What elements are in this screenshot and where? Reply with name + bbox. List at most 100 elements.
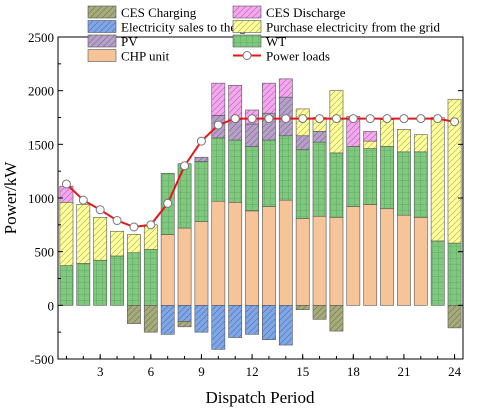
bar-ces-charging-5 <box>127 305 141 324</box>
bar-wt-1 <box>59 265 74 306</box>
x-tick-label: 3 <box>97 364 104 379</box>
bar-electricity-sales-to-the-grid-7 <box>160 305 175 335</box>
legend-item-electricity-sales-to-the-grid: Electricity sales to the grid <box>87 20 261 35</box>
bar-wt-24 <box>447 242 462 306</box>
power-loads-point-19 <box>365 114 375 124</box>
bar-wt-2 <box>76 263 91 306</box>
y-tick-label: 2000 <box>28 84 54 99</box>
legend-swatch <box>232 34 262 48</box>
power-loads-line <box>65 117 455 229</box>
bar-wt-9 <box>194 161 209 222</box>
bar-chp-unit-12 <box>245 210 259 306</box>
bar-wt-6 <box>143 249 158 306</box>
bar-pv-12 <box>245 123 259 147</box>
bar-chp-unit-21 <box>397 214 411 306</box>
bar-ces-charging-15 <box>295 305 310 310</box>
y-tick-label: 1500 <box>28 137 54 152</box>
bar-wt-8 <box>177 163 192 229</box>
bar-purchase-electricity-from-the-grid-21 <box>397 129 411 153</box>
bar-purchase-electricity-from-the-grid-19 <box>363 140 378 149</box>
load-line-layer <box>61 114 460 232</box>
legend-label: CHP unit <box>121 49 170 64</box>
x-axis-label: Dispatch Period <box>205 388 315 407</box>
legend-label: CES Charging <box>121 5 197 20</box>
bar-wt-15 <box>295 149 310 219</box>
legend-label: WT <box>266 34 286 49</box>
power-loads-point-13 <box>264 114 274 124</box>
bar-pv-9 <box>194 156 209 162</box>
power-loads-point-16 <box>315 114 325 124</box>
power-loads-point-17 <box>331 114 341 124</box>
x-tick-label: 18 <box>347 364 360 379</box>
power-loads-point-22 <box>416 114 426 124</box>
bar-purchase-electricity-from-the-grid-1 <box>59 201 74 266</box>
bar-purchase-electricity-from-the-grid-5 <box>127 234 141 254</box>
legend: CES Charging CES Discharge Electricity sal… <box>87 5 440 64</box>
bar-chp-unit-8 <box>177 227 192 306</box>
bar-chp-unit-10 <box>211 200 226 306</box>
bar-electricity-sales-to-the-grid-9 <box>194 305 209 333</box>
power-loads-point-2 <box>78 195 88 205</box>
power-loads-point-9 <box>196 136 206 146</box>
power-loads-point-23 <box>433 114 443 124</box>
power-loads-point-21 <box>399 114 409 124</box>
x-tick-label: 6 <box>148 364 155 379</box>
y-axis-label: Power/kW <box>1 161 20 235</box>
bar-wt-10 <box>211 137 226 202</box>
power-loads-point-12 <box>247 114 257 124</box>
legend-swatch <box>232 20 262 33</box>
bar-ces-discharge-10 <box>211 82 226 116</box>
x-tick-label: 24 <box>448 364 462 379</box>
power-loads-point-11 <box>230 114 240 124</box>
power-loads-point-6 <box>146 220 156 230</box>
bar-electricity-sales-to-the-grid-10 <box>211 305 226 350</box>
bar-chp-unit-14 <box>278 199 293 306</box>
bar-chp-unit-18 <box>346 206 361 306</box>
bar-layer <box>59 78 462 350</box>
legend-item-ces-charging: CES Charging <box>87 5 197 20</box>
power-loads-point-24 <box>450 117 460 127</box>
legend-item-chp-unit: CHP unit <box>87 49 170 64</box>
bar-chp-unit-16 <box>312 215 327 306</box>
power-loads-point-8 <box>180 161 190 171</box>
bar-chp-unit-19 <box>363 204 378 306</box>
legend-item-purchase-electricity-from-the-grid: Purchase electricity from the grid <box>232 20 440 35</box>
legend-item-pv: PV <box>87 34 138 49</box>
bar-ces-discharge-13 <box>262 82 276 114</box>
legend-item-wt: WT <box>232 34 286 49</box>
legend-swatch <box>87 20 117 33</box>
legend-swatch <box>232 5 262 19</box>
legend-label: Purchase electricity from the grid <box>266 20 440 35</box>
bar-electricity-sales-to-the-grid-11 <box>228 305 243 338</box>
x-tick-label: 12 <box>246 364 259 379</box>
bar-electricity-sales-to-the-grid-14 <box>278 305 293 346</box>
legend-label: Electricity sales to the grid <box>121 20 261 35</box>
bar-wt-17 <box>329 152 344 218</box>
bar-chp-unit-22 <box>413 217 428 306</box>
legend-item-power-loads: Power loads <box>233 49 330 64</box>
legend-marker <box>242 51 252 60</box>
bar-wt-21 <box>397 151 411 216</box>
bar-chp-unit-20 <box>380 208 394 306</box>
power-loads-point-1 <box>61 179 71 189</box>
legend-label: CES Discharge <box>266 5 346 20</box>
bar-ces-discharge-14 <box>278 78 293 98</box>
bar-purchase-electricity-from-the-grid-20 <box>380 119 394 147</box>
bar-wt-23 <box>430 240 445 306</box>
bar-chp-unit-15 <box>295 218 310 306</box>
bar-wt-20 <box>380 146 394 210</box>
bar-chp-unit-9 <box>194 221 209 306</box>
bar-purchase-electricity-from-the-grid-23 <box>430 117 445 242</box>
bar-wt-5 <box>127 252 141 306</box>
bar-purchase-electricity-from-the-grid-22 <box>413 134 428 153</box>
bar-chp-unit-17 <box>329 217 344 306</box>
bar-chp-unit-7 <box>160 234 175 306</box>
axes-layer: -500 0 500 1000 1500 2000 2500 3 6 9 12 15 18 21 24 <box>28 30 463 379</box>
x-tick-label: 9 <box>198 364 205 379</box>
power-loads-point-4 <box>112 216 122 226</box>
bar-chp-unit-13 <box>262 206 276 306</box>
power-loads-point-5 <box>129 222 139 232</box>
y-tick-label: -500 <box>30 352 54 367</box>
bar-pv-15 <box>295 135 310 151</box>
